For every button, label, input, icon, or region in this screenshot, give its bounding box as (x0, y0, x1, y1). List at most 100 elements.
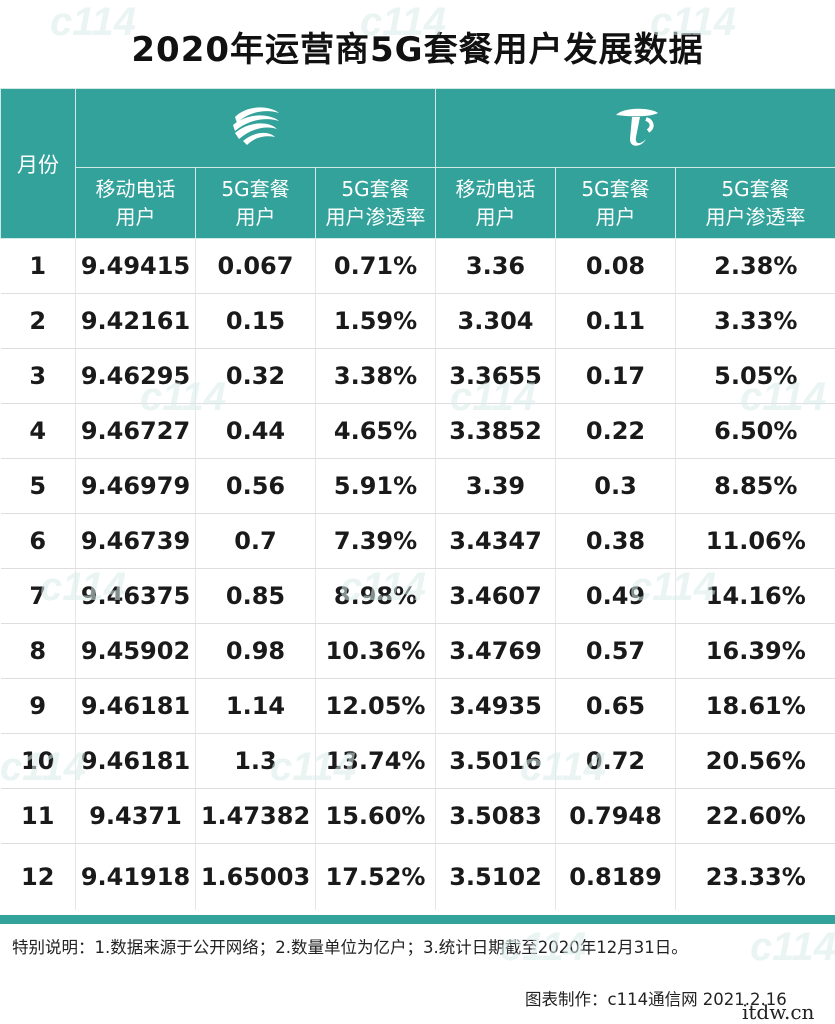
value-cell: 0.65 (555, 678, 677, 734)
value-cell: 11.06% (675, 513, 835, 569)
month-cell: 2 (0, 293, 76, 349)
value-cell: 6.50% (675, 403, 835, 459)
value-cell: 0.08 (555, 238, 677, 294)
value-cell: 9.46727 (75, 403, 196, 459)
value-cell: 9.46375 (75, 568, 196, 624)
footer-bar (0, 915, 835, 924)
value-cell: 0.7948 (555, 788, 677, 844)
operator-header-row: 月份 (0, 88, 835, 239)
value-cell: 20.56% (675, 733, 835, 789)
value-cell: 1.59% (315, 293, 437, 349)
value-cell: 5.91% (315, 458, 437, 514)
column-header-label: 5G套餐 用户渗透率 (705, 177, 806, 229)
value-cell: 9.46739 (75, 513, 196, 569)
value-cell: 0.38 (555, 513, 677, 569)
column-header-row: 移动电话 用户 5G套餐 用户 5G套餐 用户渗透率 移动电话 用户 5G套餐 … (1, 167, 835, 239)
value-cell: 0.17 (555, 348, 677, 404)
column-header-label: 移动电话 用户 (455, 177, 536, 229)
operator-header-mobile (74, 88, 437, 168)
column-header-label: 5G套餐 用户 (581, 177, 650, 229)
value-cell: 0.44 (195, 403, 316, 459)
column-header: 5G套餐 用户渗透率 (314, 167, 437, 239)
value-cell: 3.4769 (435, 623, 557, 679)
value-cell: 3.4607 (435, 568, 557, 624)
value-cell: 7.39% (315, 513, 437, 569)
value-cell: 9.49415 (75, 238, 196, 294)
value-cell: 0.72 (555, 733, 677, 789)
value-cell: 0.22 (555, 403, 677, 459)
value-cell: 1.14 (195, 678, 316, 734)
month-cell: 6 (0, 513, 76, 569)
value-cell: 9.4371 (75, 788, 196, 844)
column-header: 5G套餐 用户 (195, 167, 316, 239)
column-header-label: 5G套餐 用户渗透率 (325, 177, 426, 229)
table-row: 3 9.46295 0.32 3.38% 3.3655 0.17 5.05% (0, 348, 835, 404)
value-cell: 9.46979 (75, 458, 196, 514)
value-cell: 0.8189 (555, 843, 677, 910)
month-cell: 10 (0, 733, 76, 789)
column-header: 移动电话 用户 (435, 167, 557, 239)
value-cell: 3.39 (435, 458, 557, 514)
footnote: 特别说明：1.数据来源于公开网络；2.数量单位为亿户；3.统计日期截至2020年… (12, 938, 688, 957)
value-cell: 0.067 (195, 238, 316, 294)
table-body: 1 9.49415 0.067 0.71% 3.36 0.08 2.38% 2 9.42161 0… (0, 238, 835, 910)
value-cell: 10.36% (315, 623, 437, 679)
value-cell: 8.85% (675, 458, 835, 514)
value-cell: 9.46181 (75, 678, 196, 734)
value-cell: 13.74% (315, 733, 437, 789)
value-cell: 9.46181 (75, 733, 196, 789)
value-cell: 9.42161 (75, 293, 196, 349)
table-row: 6 9.46739 0.7 7.39% 3.4347 0.38 11.06% (0, 513, 835, 569)
month-cell: 11 (0, 788, 76, 844)
value-cell: 5.05% (675, 348, 835, 404)
column-header-label: 5G套餐 用户 (221, 177, 290, 229)
value-cell: 3.5016 (435, 733, 557, 789)
month-cell: 5 (0, 458, 76, 514)
value-cell: 3.5102 (435, 843, 557, 910)
value-cell: 4.65% (315, 403, 437, 459)
value-cell: 3.36 (435, 238, 557, 294)
value-cell: 15.60% (315, 788, 437, 844)
column-header: 5G套餐 用户 (555, 167, 677, 239)
value-cell: 1.47382 (195, 788, 316, 844)
value-cell: 16.39% (675, 623, 835, 679)
table-row: 12 9.41918 1.65003 17.52% 3.5102 0.8189 23.33% (0, 843, 835, 910)
china-telecom-logo-icon (610, 103, 662, 153)
value-cell: 0.32 (195, 348, 316, 404)
value-cell: 9.46295 (75, 348, 196, 404)
value-cell: 0.71% (315, 238, 437, 294)
value-cell: 3.304 (435, 293, 557, 349)
column-header-label: 移动电话 用户 (95, 177, 176, 229)
column-header: 移动电话 用户 (75, 167, 196, 239)
table-row: 10 9.46181 1.3 13.74% 3.5016 0.72 20.56% (0, 733, 835, 789)
value-cell: 0.49 (555, 568, 677, 624)
value-cell: 22.60% (675, 788, 835, 844)
value-cell: 0.98 (195, 623, 316, 679)
value-cell: 18.61% (675, 678, 835, 734)
table-row: 9 9.46181 1.14 12.05% 3.4935 0.65 18.61% (0, 678, 835, 734)
operator-header-telecom (435, 88, 835, 168)
value-cell: 3.3655 (435, 348, 557, 404)
value-cell: 23.33% (705, 863, 806, 891)
month-cell: 9 (0, 678, 76, 734)
value-cell: 8.98% (315, 568, 437, 624)
value-cell: 3.5083 (435, 788, 557, 844)
table-row: 11 9.4371 1.47382 15.60% 3.5083 0.7948 22.60% (0, 788, 835, 844)
value-cell: 0.7 (195, 513, 316, 569)
month-cell: 4 (0, 403, 76, 459)
value-cell: 17.52% (315, 843, 437, 910)
data-table: 月份 (0, 88, 835, 910)
value-cell: 14.16% (675, 568, 835, 624)
value-cell: 0.85 (195, 568, 316, 624)
table-row: 4 9.46727 0.44 4.65% 3.3852 0.22 6.50% (0, 403, 835, 459)
month-cell: 12 (0, 843, 76, 910)
month-cell: 7 (0, 568, 76, 624)
value-cell: 0.15 (195, 293, 316, 349)
value-cell: 12.05% (315, 678, 437, 734)
value-cell: 0.57 (555, 623, 677, 679)
column-header: 5G套餐 用户渗透率 (675, 167, 835, 239)
month-cell: 3 (0, 348, 76, 404)
table-row: 5 9.46979 0.56 5.91% 3.39 0.3 8.85% (0, 458, 835, 514)
value-cell: 0.3 (555, 458, 677, 514)
page-title: 2020年运营商5G套餐用户发展数据 (131, 30, 704, 70)
